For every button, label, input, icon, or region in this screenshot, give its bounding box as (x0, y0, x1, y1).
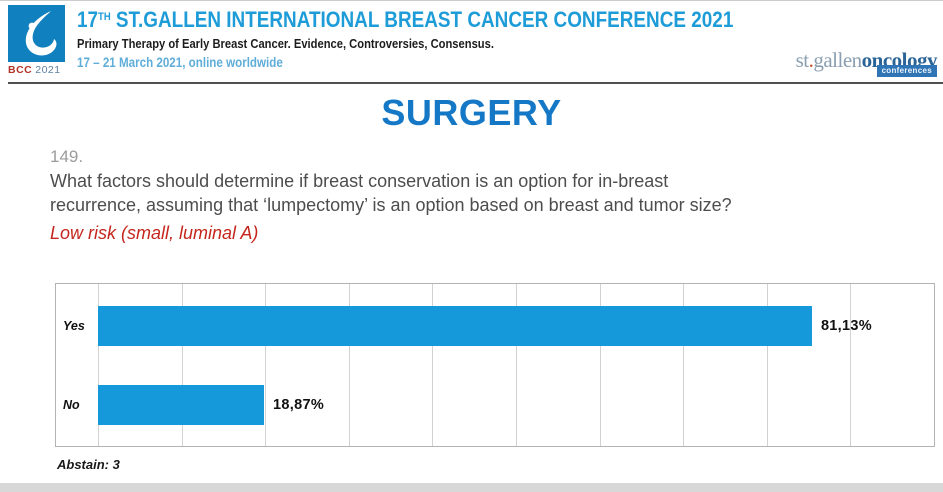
gridline (98, 284, 99, 446)
gridline (766, 284, 768, 446)
value-label-yes: 81,13% (820, 318, 872, 334)
gridline (516, 284, 517, 446)
ordinal-superscript: TH (98, 11, 111, 23)
breast-swirl-icon (25, 11, 57, 56)
bcc-year: 2021 (35, 64, 61, 76)
bcc-logo-caption: BCC 2021 (8, 64, 88, 76)
bar-no (98, 385, 265, 425)
category-labels: Yes No (56, 284, 98, 446)
brand-gallen: gallen (813, 48, 862, 72)
category-label-yes: Yes (63, 319, 85, 333)
conference-subtitle: Primary Therapy of Early Breast Cancer. … (77, 36, 494, 51)
header-divider (8, 82, 943, 84)
risk-highlight: Low risk (small, luminal A) (50, 223, 259, 243)
chart-plot-area: 81,13% 18,87% (98, 284, 934, 446)
bar-row-no: 18,87% (98, 385, 934, 425)
poll-bar-chart: Yes No 81,13% 18,87% (55, 283, 935, 447)
question-block: 149. What factors should determine if br… (50, 147, 732, 244)
gridline (850, 284, 852, 446)
top-edge-line (0, 0, 943, 1)
gridline (348, 284, 350, 446)
gridline (265, 284, 267, 446)
section-title: SURGERY (381, 92, 562, 133)
gridline (599, 284, 601, 446)
gridline (181, 284, 183, 446)
question-number: 149. (50, 147, 84, 166)
gridline (432, 284, 434, 446)
brand-conferences-badge: conferences (876, 65, 937, 77)
bcc-logo (8, 5, 65, 62)
bar-row-yes: 81,13% (98, 306, 934, 346)
conference-title: 17TH ST.GALLEN INTERNATIONAL BREAST CANC… (77, 7, 734, 32)
conference-dates: 17 – 21 March 2021, online worldwide (77, 55, 283, 70)
question-text-line1: What factors should determine if breast … (50, 171, 669, 191)
stgallen-oncology-logo: st.gallenoncology conferences (795, 48, 938, 77)
category-label-no: No (63, 398, 80, 412)
brand-st: st (795, 48, 810, 72)
bcc-acronym: BCC (8, 64, 33, 76)
bar-yes (98, 306, 812, 346)
value-label-no: 18,87% (273, 397, 325, 413)
gridline (683, 284, 685, 446)
bottom-edge-strip (0, 483, 943, 492)
brand-red-dot: . (808, 48, 814, 72)
abstain-note: Abstain: 3 (57, 457, 120, 472)
question-text-line2: recurrence, assuming that ‘lumpectomy’ i… (50, 194, 732, 215)
